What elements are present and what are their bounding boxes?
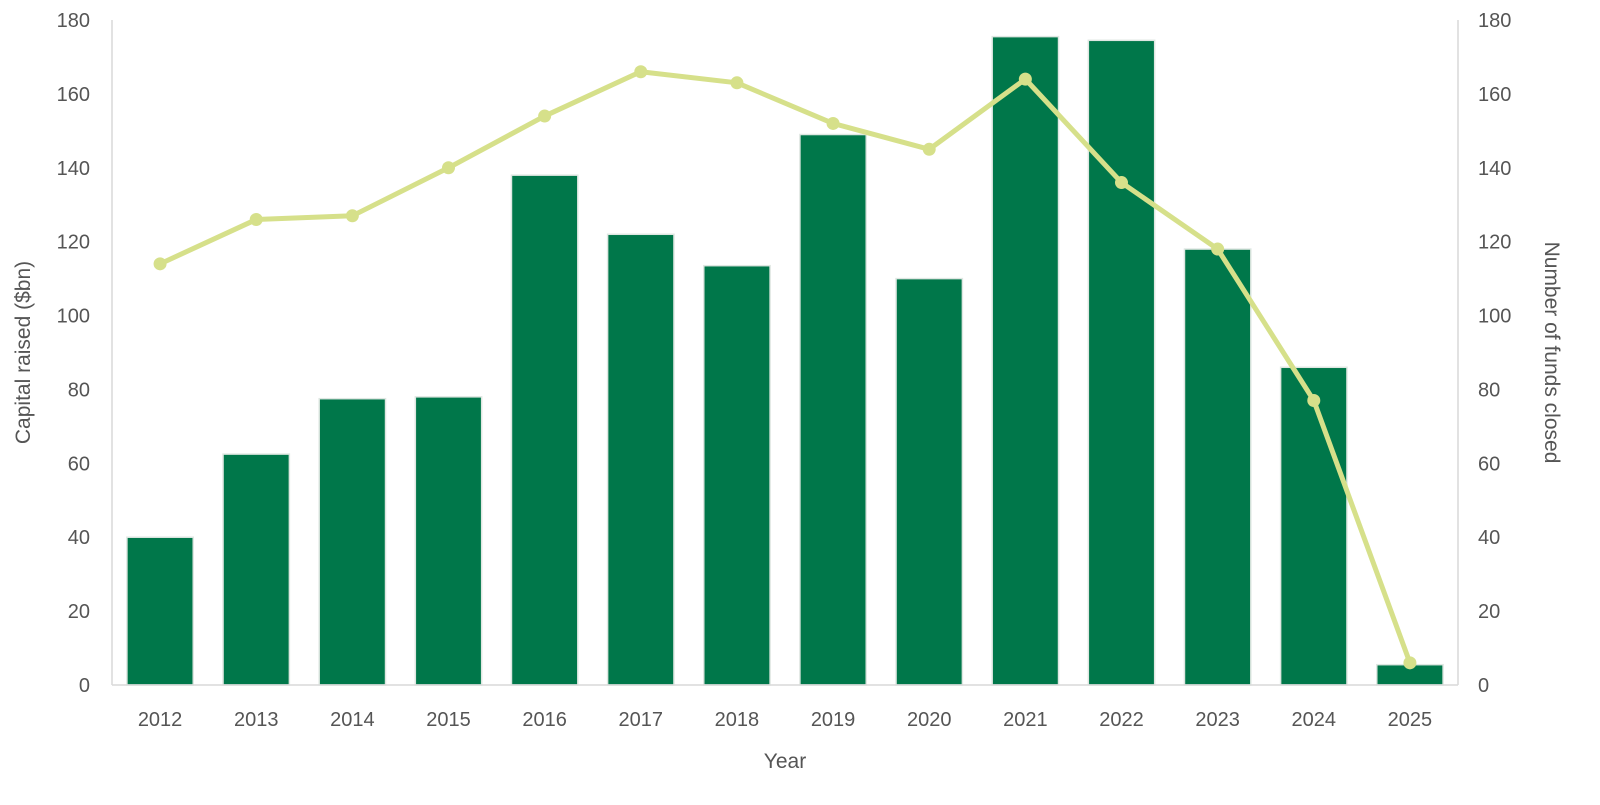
y-tick-label: 0 [79, 675, 90, 697]
x-tick-label: 2014 [330, 709, 375, 731]
line-point-2014 [345, 209, 359, 223]
line-points [153, 65, 1417, 670]
line-point-2012 [153, 257, 167, 271]
y-tick-label: 60 [68, 453, 90, 475]
y-tick-label: 180 [57, 10, 90, 32]
y2-tick-label: 120 [1478, 232, 1511, 254]
bar-2014 [318, 397, 387, 686]
line-point-2019 [826, 116, 840, 130]
x-tick-label: 2016 [522, 709, 567, 731]
y2-tick-label: 100 [1478, 306, 1511, 328]
bar-2021 [991, 35, 1060, 686]
bar-2012 [126, 536, 194, 686]
x-tick-label: 2013 [234, 709, 279, 731]
x-tick-label: 2015 [426, 709, 471, 731]
x-tick-label: 2020 [907, 709, 952, 731]
y-tick-label: 40 [68, 527, 90, 549]
y-tick-label: 160 [57, 84, 90, 106]
x-tick-label: 2018 [715, 709, 760, 731]
line-point-2017 [634, 65, 648, 79]
y2-tick-label: 40 [1478, 527, 1500, 549]
bar-2017 [606, 233, 675, 686]
y-tick-label: 120 [57, 232, 90, 254]
y-tick-label: 20 [68, 601, 90, 623]
y2-tick-label: 80 [1478, 379, 1500, 401]
bar-2019 [799, 133, 867, 686]
x-tick-label: 2022 [1099, 709, 1144, 731]
line-point-2015 [442, 161, 455, 175]
x-tick-label: 2021 [1003, 709, 1048, 731]
x-axis-title: Year [764, 750, 806, 773]
y2-tick-label: 180 [1478, 10, 1511, 32]
y-tick-label: 100 [57, 306, 90, 328]
y2-tick-label: 140 [1478, 158, 1511, 180]
line-point-2024 [1307, 394, 1321, 408]
y2-tick-label: 0 [1478, 675, 1489, 697]
x-tick-label: 2025 [1388, 709, 1433, 731]
bar-2016 [510, 174, 579, 686]
bar-2015 [414, 396, 483, 686]
line-point-2021 [1018, 72, 1032, 86]
bar-2022 [1087, 39, 1156, 686]
right-axis-ticks: 0 20 40 60 80 100 120 140 160 180 [1478, 10, 1511, 697]
line-point-2016 [538, 109, 552, 123]
x-tick-label: 2023 [1195, 709, 1240, 731]
y2-tick-label: 60 [1478, 453, 1500, 475]
x-tick-label: 2024 [1292, 709, 1337, 731]
y2-tick-label: 20 [1478, 601, 1500, 623]
line-point-2020 [922, 142, 936, 156]
y2-axis-title: Number of funds closed [1540, 242, 1563, 464]
bar-2013 [222, 453, 291, 686]
x-tick-label: 2017 [619, 709, 664, 731]
line-point-2022 [1115, 176, 1128, 190]
y-tick-label: 80 [68, 379, 90, 401]
x-axis-ticks: 2012 2013 2014 2015 2016 2017 2018 2019 2020 2021… [138, 709, 1432, 731]
y-tick-label: 140 [57, 158, 90, 180]
x-tick-label: 2012 [138, 709, 183, 731]
line-point-2025 [1403, 656, 1417, 670]
line-point-2018 [730, 76, 744, 90]
bar-2023 [1183, 248, 1252, 686]
bar-2018 [703, 264, 771, 686]
y-axis-title: Capital raised ($bn) [12, 261, 35, 444]
line-point-2013 [249, 213, 263, 226]
bar-2020 [895, 277, 964, 686]
line-series [157, 69, 1413, 666]
bar-2024 [1279, 366, 1348, 686]
y2-tick-label: 160 [1478, 84, 1511, 106]
bar-series [126, 35, 1444, 686]
x-tick-label: 2019 [811, 709, 856, 731]
left-axis-ticks: 0 20 40 60 80 100 120 140 160 180 [57, 10, 90, 697]
line-point-2023 [1211, 242, 1225, 256]
